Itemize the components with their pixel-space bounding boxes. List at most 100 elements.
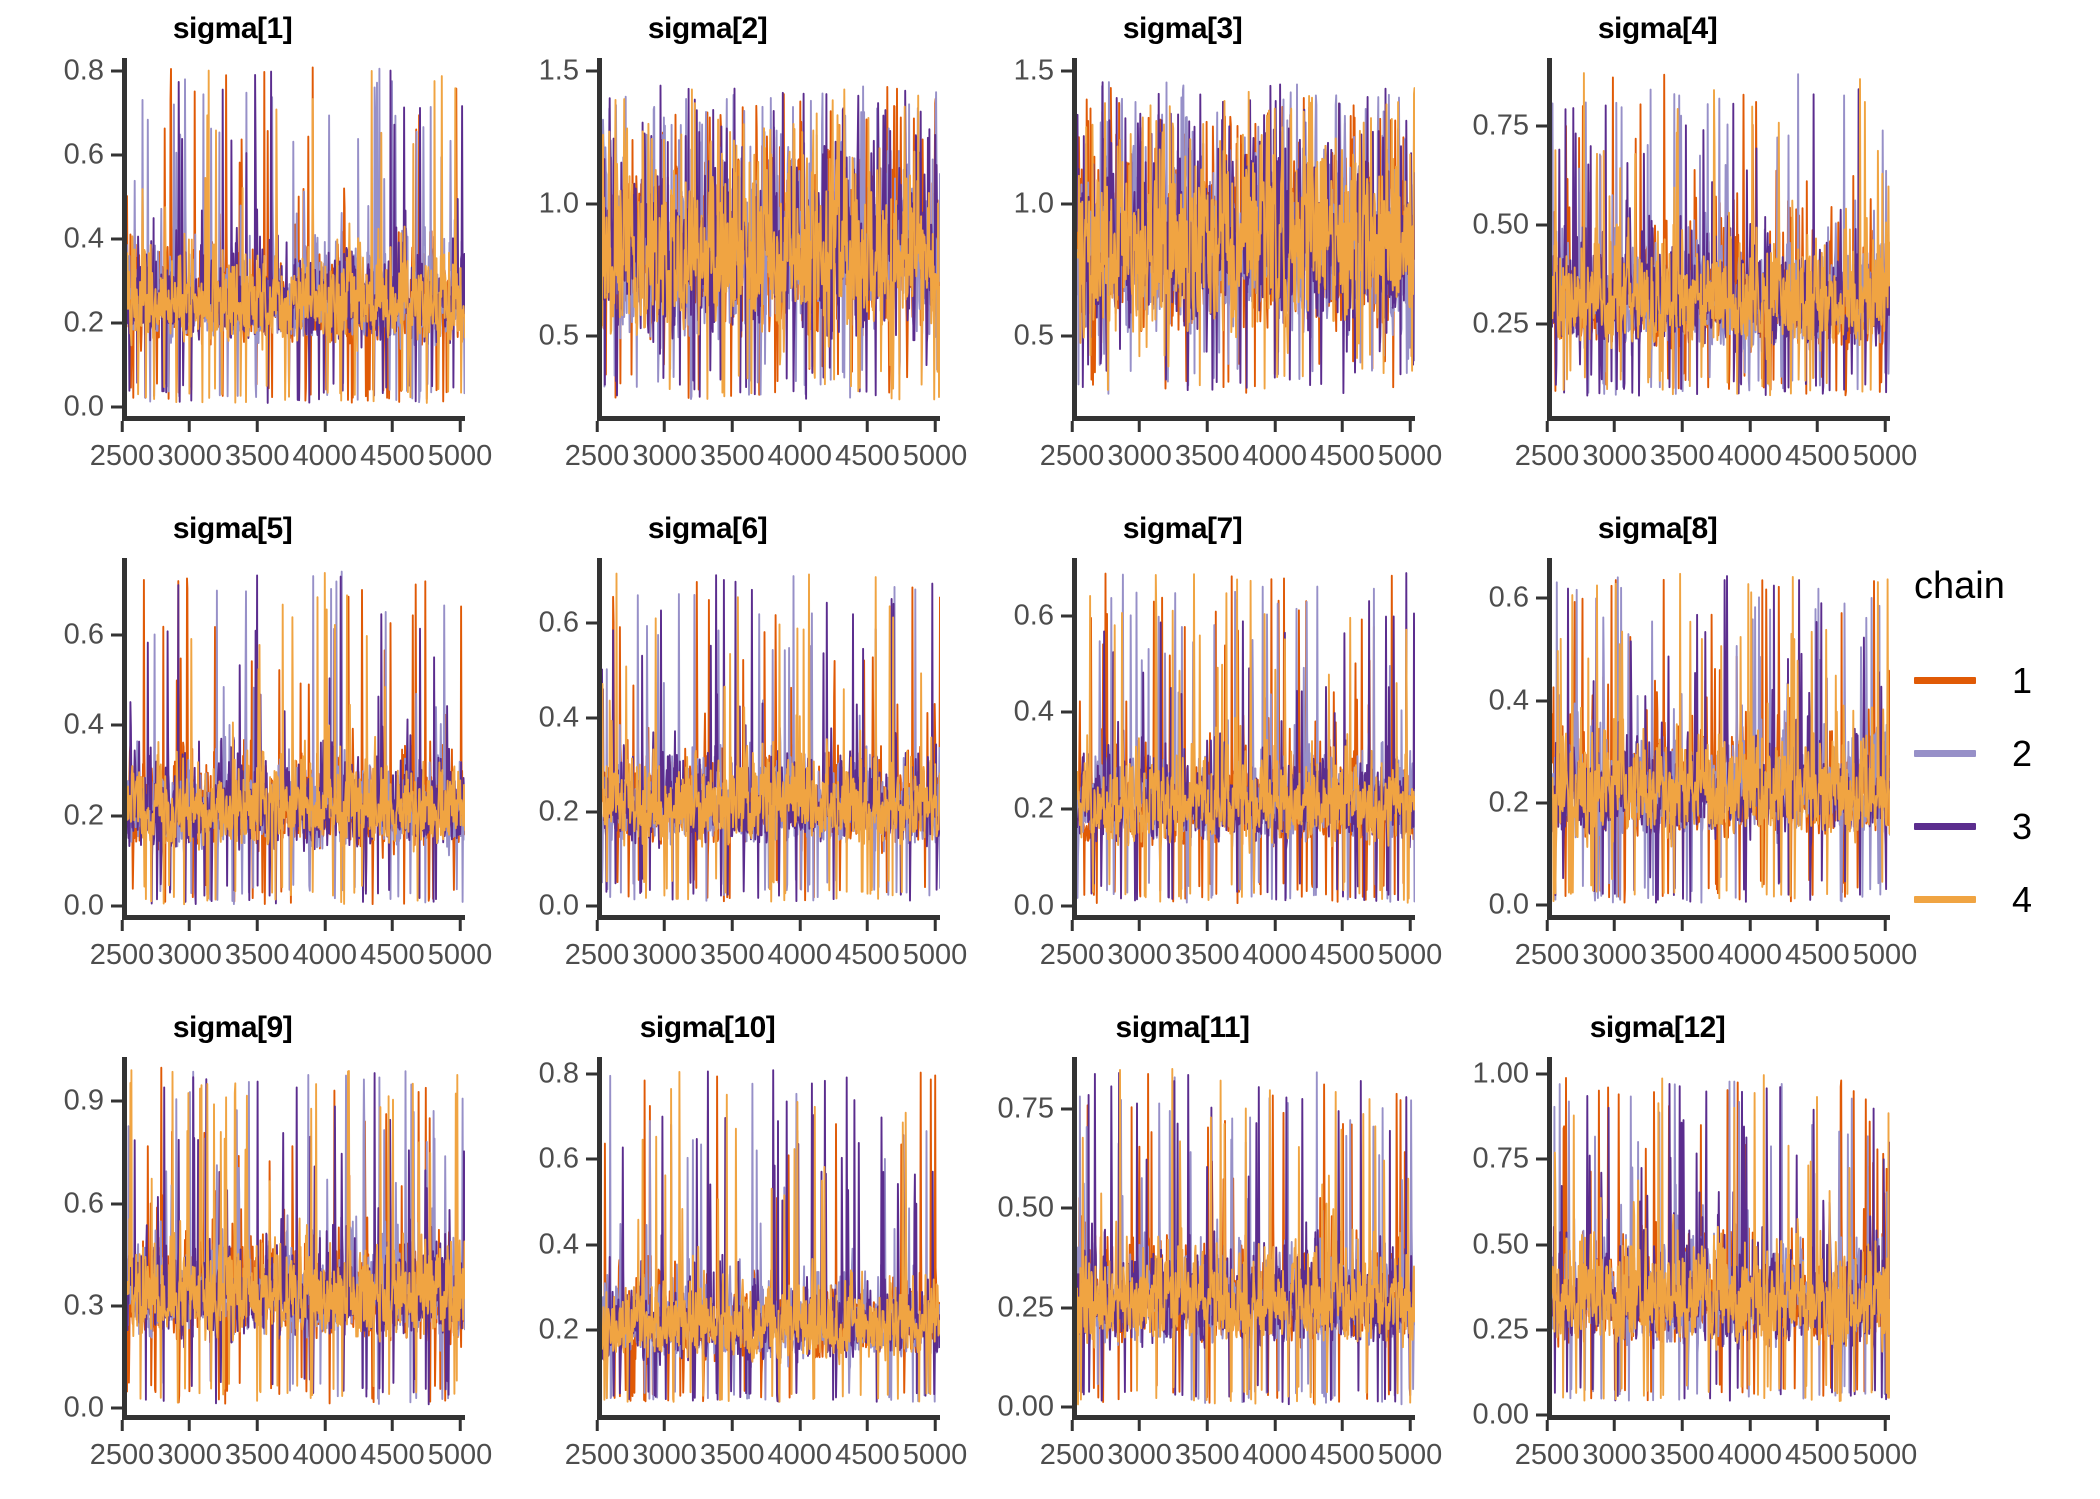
x-tick-label: 3500 [224,939,290,972]
x-tick: 4000 [1243,920,1307,972]
y-axis: 0.2 0.4 0.6 0.8 [475,1057,597,1415]
x-tick-mark [1883,1419,1887,1431]
x-tick-label: 5000 [427,939,493,972]
y-tick: 0.75 [998,1092,1072,1125]
panel-title: sigma[12] [1589,1011,1726,1045]
y-tick-label: 0.6 [1488,581,1529,614]
panel-sigma8: sigma[8] 0.0 0.2 0.4 0.6 2500 3000 3500 4000 4500… [1425,500,1918,1000]
x-tick: 4500 [1310,920,1375,972]
x-tick: 4000 [1718,420,1782,473]
y-tick-mark [586,810,597,814]
x-tick-label: 5000 [1852,939,1918,972]
y-tick-mark [1536,124,1547,128]
y-tick-mark [1536,699,1547,703]
x-tick-mark [730,420,734,432]
x-tick-label: 4500 [1310,439,1375,472]
x-tick: 4000 [1718,1419,1782,1472]
x-tick: 3500 [700,920,764,972]
x-tick: 3500 [225,1419,289,1472]
plot-row: 0.5 1.0 1.5 [950,55,1415,416]
x-tick-label: 4500 [360,1438,425,1471]
x-tick: 2500 [90,1419,154,1472]
x-tick: 4500 [1785,1419,1850,1472]
x-tick-label: 2500 [89,439,155,472]
x-tick: 3500 [1175,920,1239,972]
x-tick: 2500 [1040,1419,1104,1472]
y-tick-mark [1061,904,1072,908]
x-tick-mark [865,420,869,432]
panel-sigma7: sigma[7] 0.0 0.2 0.4 0.6 2500 3000 3500 4000 4500… [950,500,1443,1000]
x-axis: 2500 3000 3500 4000 4500 5000 [0,1414,492,1499]
x-axis: 2500 3000 3500 4000 4500 5000 [0,415,492,500]
x-tick-label: 4000 [767,439,833,472]
trace-line-chain-4 [1077,88,1415,390]
y-tick-label: 0.5 [538,319,579,352]
y-tick-mark [586,621,597,625]
y-tick-mark [111,904,122,908]
trace-line-chain-4 [127,572,465,903]
x-axis-track: 2500 3000 3500 4000 4500 5000 [1515,415,1917,500]
x-tick-label: 4500 [835,1438,900,1471]
x-tick-mark [390,420,394,432]
x-tick-mark [1613,1419,1617,1431]
x-tick-label: 4500 [1310,939,1375,972]
plot-wrap [1547,58,1890,416]
x-tick: 2500 [565,420,629,473]
x-axis-track: 2500 3000 3500 4000 4500 5000 [90,415,492,500]
x-axis: 2500 3000 3500 4000 4500 5000 [950,1414,1442,1499]
y-tick-mark [586,202,597,206]
legend-item-chain-4[interactable]: 4 [1914,863,2094,936]
y-tick: 0.2 [1014,792,1072,825]
x-tick-label: 4500 [835,439,900,472]
legend-item-chain-3[interactable]: 3 [1914,790,2094,863]
y-tick-label: 0.50 [997,1191,1054,1224]
x-tick: 4500 [360,420,425,473]
x-tick: 2500 [90,920,154,972]
x-tick-mark [1408,1419,1412,1431]
x-axis-track: 2500 3000 3500 4000 4500 5000 [565,1414,967,1499]
x-tick: 5000 [903,420,967,473]
y-tick-mark [111,321,122,325]
x-tick-mark [1748,1419,1752,1431]
x-tick-mark [1408,420,1412,432]
x-tick: 4000 [1242,420,1308,473]
x-tick-mark [1205,920,1209,932]
y-tick-mark [1061,807,1072,811]
legend-item-chain-2[interactable]: 2 [1914,717,2094,790]
plot-area [1077,58,1415,416]
y-tick: 0.0 [1489,888,1547,921]
x-tick-mark [1815,420,1819,432]
y-tick-label: 1.00 [1472,1057,1529,1090]
trace-line-chain-4 [602,573,940,901]
y-tick-mark [111,1099,122,1103]
x-axis: 2500 3000 3500 4000 4500 5000 [1425,415,1917,500]
plot-row: 0.0 0.2 0.4 0.6 [950,557,1415,921]
x-tick: 3000 [157,420,222,473]
y-tick-label: 0.4 [63,708,104,741]
x-axis-track: 2500 3000 3500 4000 4500 5000 [1515,1414,1917,1499]
x-tick-label: 4000 [1242,439,1308,472]
legend-item-chain-1[interactable]: 1 [1914,644,2094,717]
x-tick: 2500 [1040,420,1104,473]
y-tick-mark [1061,1306,1072,1309]
y-tick-label: 0.0 [1013,889,1054,922]
y-tick: 0.0 [64,890,122,923]
x-tick-label: 4000 [292,439,358,472]
x-tick-label: 3000 [1582,1438,1647,1471]
x-tick: 5000 [427,920,493,972]
x-tick: 3000 [157,920,222,972]
y-tick-label: 0.25 [1472,307,1529,340]
x-tick-label: 4500 [1785,439,1850,472]
x-tick-mark [188,920,192,932]
x-tick-label: 5000 [1377,439,1443,472]
x-axis: 2500 3000 3500 4000 4500 5000 [950,915,1442,999]
x-tick: 5000 [903,1419,967,1472]
y-tick-label: 0.8 [63,54,104,87]
x-tick-mark [1545,920,1549,932]
x-tick: 4000 [293,920,357,972]
y-tick: 0.50 [1473,1228,1547,1261]
plot-area [127,557,465,916]
x-tick: 4500 [1785,420,1850,473]
plot-wrap [122,58,465,416]
x-tick-label: 3000 [1582,439,1647,472]
